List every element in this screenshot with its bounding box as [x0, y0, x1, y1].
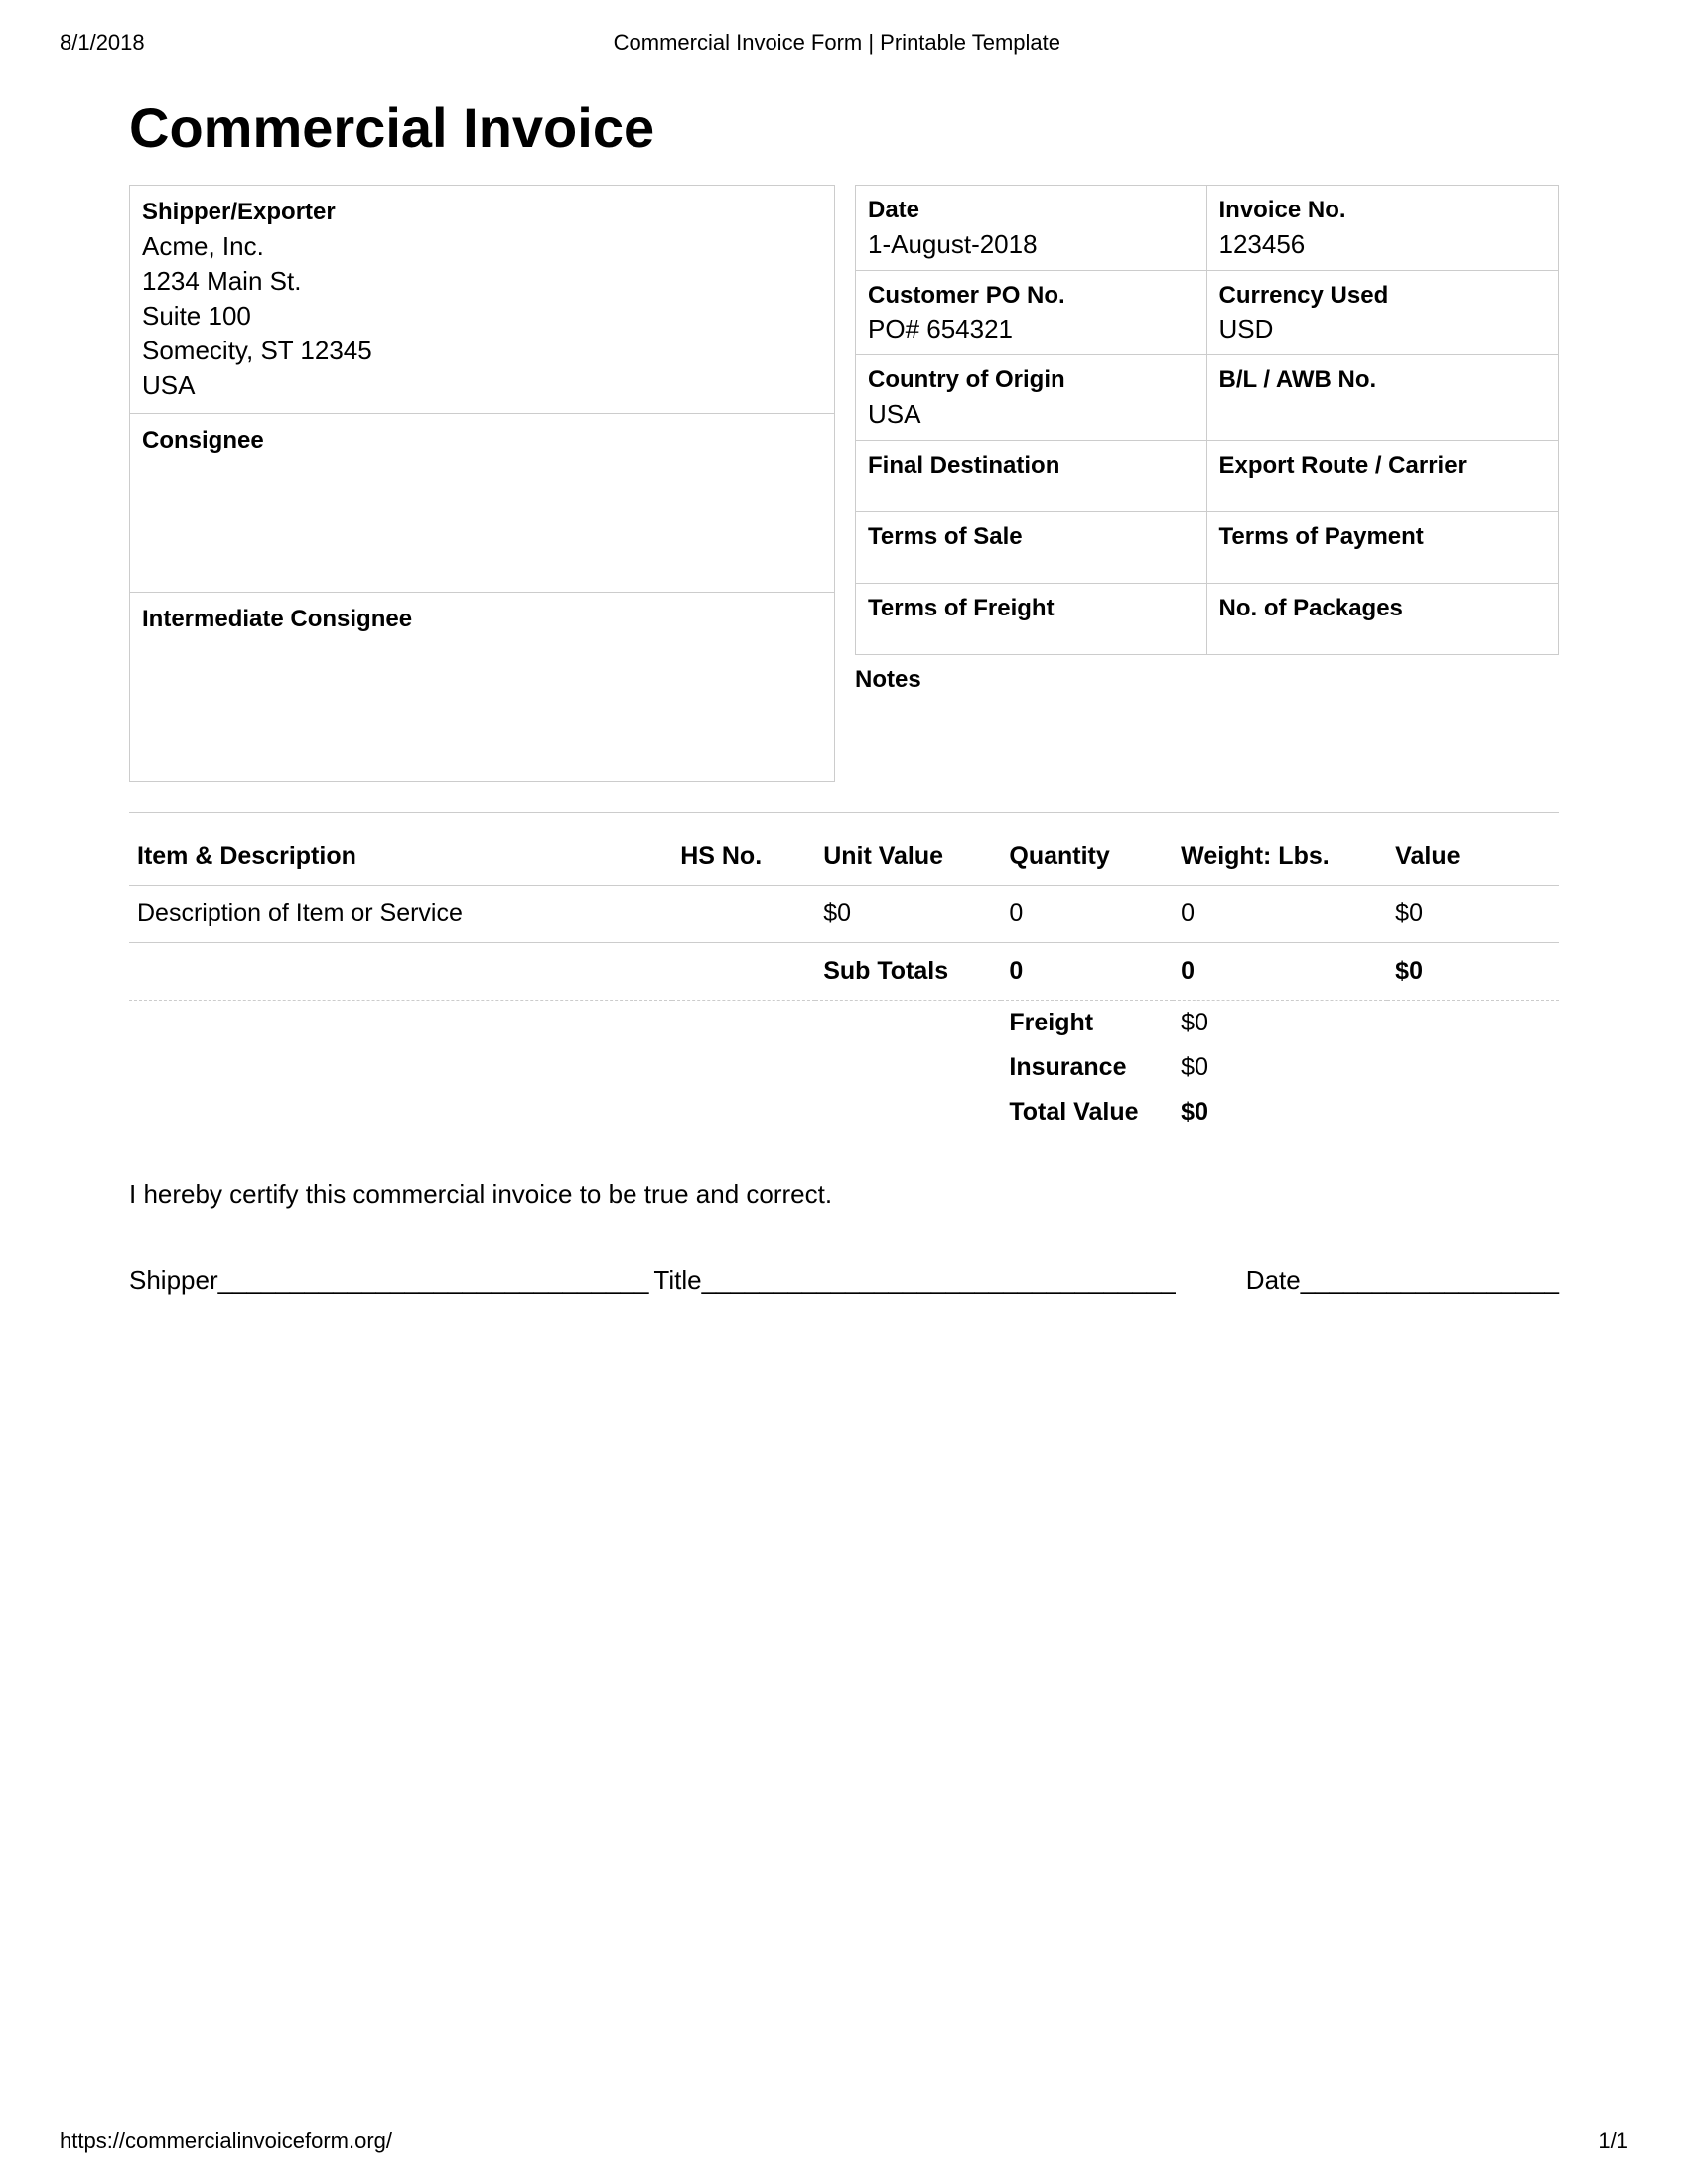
customer-po-label: Customer PO No.	[868, 279, 1195, 313]
terms-payment-label: Terms of Payment	[1219, 520, 1547, 554]
currency-value: USD	[1219, 312, 1547, 346]
export-route-label: Export Route / Carrier	[1219, 449, 1547, 482]
no-packages-label: No. of Packages	[1219, 592, 1547, 625]
sign-shipper: Shipper______________________________	[129, 1265, 648, 1296]
date-label: Date	[868, 194, 1195, 227]
notes-box: Notes	[855, 655, 1559, 705]
consignee-label: Consignee	[142, 424, 822, 458]
freight-value: $0	[1173, 1001, 1387, 1046]
th-desc: Item & Description	[129, 828, 672, 886]
subtotal-value: $0	[1387, 943, 1559, 1001]
terms-freight-label: Terms of Freight	[868, 592, 1195, 625]
th-hs: HS No.	[672, 828, 815, 886]
print-title: Commercial Invoice Form | Printable Temp…	[614, 30, 1060, 56]
subtotal-row: Sub Totals 0 0 $0	[129, 943, 1559, 1001]
cell-hs	[672, 886, 815, 943]
page-title: Commercial Invoice	[129, 95, 1559, 160]
final-dest-label: Final Destination	[868, 449, 1195, 482]
th-value: Value	[1387, 828, 1559, 886]
terms-sale-label: Terms of Sale	[868, 520, 1195, 554]
total-label: Total Value	[1001, 1090, 1173, 1135]
notes-label: Notes	[855, 663, 1559, 697]
no-packages-cell: No. of Packages	[1207, 584, 1559, 655]
signature-line: Shipper______________________________ Ti…	[129, 1265, 1559, 1296]
table-row: Description of Item or Service $0 0 0 $0	[129, 886, 1559, 943]
country-origin-cell: Country of Origin USA	[856, 355, 1207, 441]
section-divider	[129, 812, 1559, 813]
cell-unit: $0	[815, 886, 1001, 943]
bl-awb-label: B/L / AWB No.	[1219, 363, 1547, 397]
currency-label: Currency Used	[1219, 279, 1547, 313]
date-cell: Date 1-August-2018	[856, 186, 1207, 271]
shipper-label: Shipper/Exporter	[142, 196, 822, 229]
date-value: 1-August-2018	[868, 227, 1195, 262]
cell-qty: 0	[1001, 886, 1173, 943]
customer-po-value: PO# 654321	[868, 312, 1195, 346]
print-date: 8/1/2018	[60, 30, 145, 56]
items-table: Item & Description HS No. Unit Value Qua…	[129, 828, 1559, 1135]
intermediate-box: Intermediate Consignee	[130, 593, 834, 781]
invoice-no-label: Invoice No.	[1219, 194, 1547, 227]
shipper-name: Acme, Inc.	[142, 229, 822, 264]
th-unit: Unit Value	[815, 828, 1001, 886]
bl-awb-cell: B/L / AWB No.	[1207, 355, 1559, 441]
terms-sale-cell: Terms of Sale	[856, 512, 1207, 584]
intermediate-label: Intermediate Consignee	[142, 603, 822, 636]
sign-date: Date__________________	[1246, 1265, 1559, 1296]
shipper-line2: Suite 100	[142, 299, 822, 334]
total-value: $0	[1173, 1090, 1387, 1135]
header-grid: Shipper/Exporter Acme, Inc. 1234 Main St…	[129, 185, 1559, 782]
currency-cell: Currency Used USD	[1207, 271, 1559, 356]
subtotal-label: Sub Totals	[815, 943, 1001, 1001]
insurance-label: Insurance	[1001, 1045, 1173, 1090]
th-weight: Weight: Lbs.	[1173, 828, 1387, 886]
shipper-line1: 1234 Main St.	[142, 264, 822, 299]
subtotal-weight: 0	[1173, 943, 1387, 1001]
certify-text: I hereby certify this commercial invoice…	[129, 1179, 1559, 1210]
invoice-no-cell: Invoice No. 123456	[1207, 186, 1559, 271]
total-row: Total Value $0	[129, 1090, 1559, 1135]
cell-value: $0	[1387, 886, 1559, 943]
consignee-box: Consignee	[130, 414, 834, 593]
print-footer: https://commercialinvoiceform.org/ 1/1	[60, 2128, 1628, 2154]
freight-row: Freight $0	[129, 1001, 1559, 1046]
sign-title: Title_________________________________	[653, 1265, 1175, 1296]
print-header: 8/1/2018 Commercial Invoice Form | Print…	[0, 0, 1688, 56]
th-qty: Quantity	[1001, 828, 1173, 886]
export-route-cell: Export Route / Carrier	[1207, 441, 1559, 512]
country-origin-value: USA	[868, 397, 1195, 432]
invoice-no-value: 123456	[1219, 227, 1547, 262]
footer-pagenum: 1/1	[1598, 2128, 1628, 2154]
freight-label: Freight	[1001, 1001, 1173, 1046]
terms-payment-cell: Terms of Payment	[1207, 512, 1559, 584]
final-dest-cell: Final Destination	[856, 441, 1207, 512]
shipper-line3: Somecity, ST 12345	[142, 334, 822, 368]
subtotal-qty: 0	[1001, 943, 1173, 1001]
shipper-line4: USA	[142, 368, 822, 403]
footer-url: https://commercialinvoiceform.org/	[60, 2128, 392, 2154]
left-column: Shipper/Exporter Acme, Inc. 1234 Main St…	[129, 185, 835, 782]
customer-po-cell: Customer PO No. PO# 654321	[856, 271, 1207, 356]
terms-freight-cell: Terms of Freight	[856, 584, 1207, 655]
country-origin-label: Country of Origin	[868, 363, 1195, 397]
cell-weight: 0	[1173, 886, 1387, 943]
table-header-row: Item & Description HS No. Unit Value Qua…	[129, 828, 1559, 886]
insurance-value: $0	[1173, 1045, 1387, 1090]
insurance-row: Insurance $0	[129, 1045, 1559, 1090]
cell-desc: Description of Item or Service	[129, 886, 672, 943]
shipper-box: Shipper/Exporter Acme, Inc. 1234 Main St…	[130, 186, 834, 414]
right-column: Date 1-August-2018 Invoice No. 123456 Cu…	[855, 185, 1559, 782]
